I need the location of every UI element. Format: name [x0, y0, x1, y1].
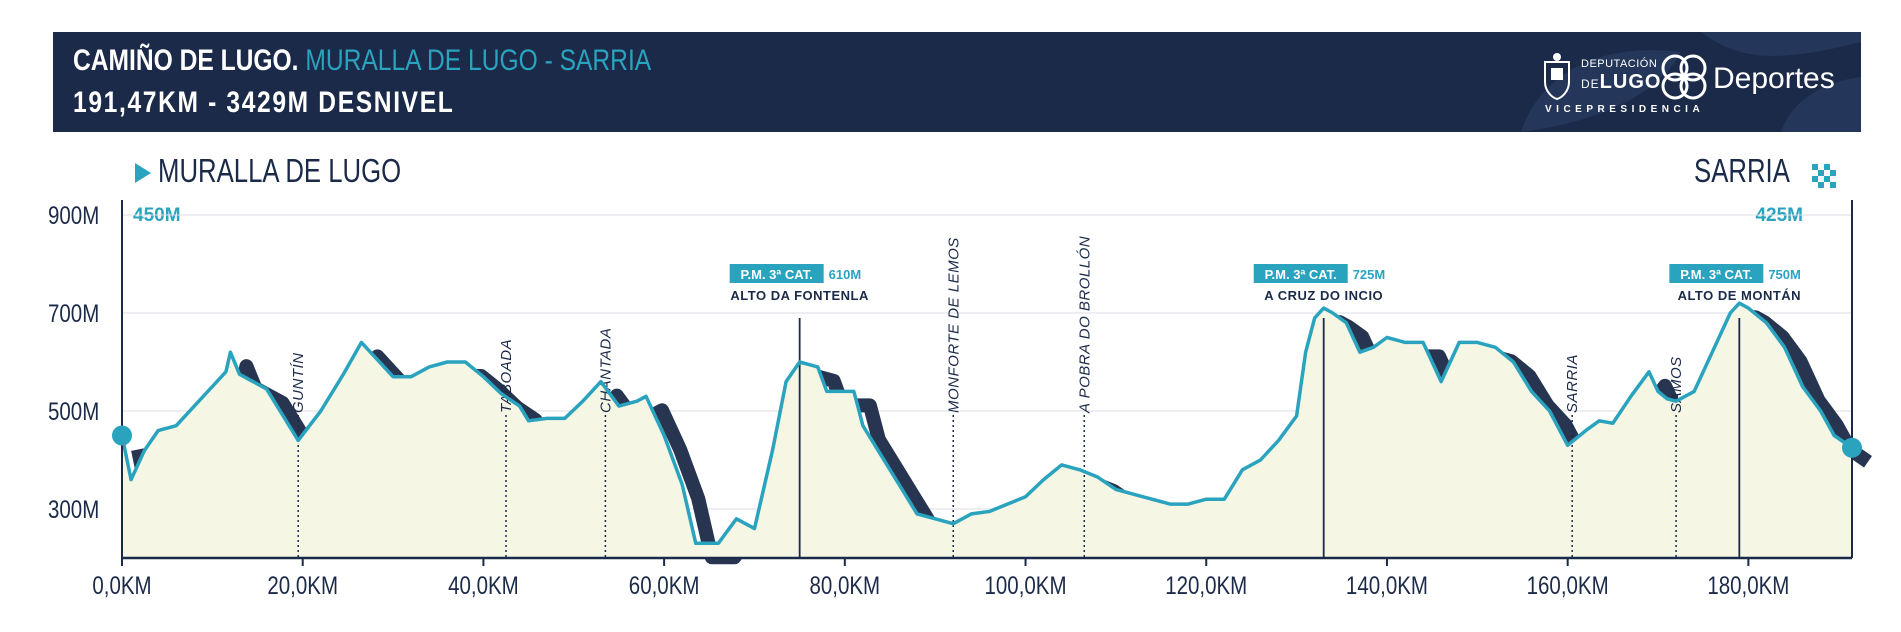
y-tick-label: 700M [48, 299, 99, 327]
town-label: SARRIA [1564, 354, 1581, 413]
profile-line [120, 301, 1853, 546]
climb-altitude: 725M [1353, 267, 1386, 282]
rings-icon [1661, 54, 1707, 100]
route-summary: 191,47KM - 3429M DESNIVEL [73, 86, 455, 119]
climb-label: P.M. 3ª CAT. 610M ALTO DA FONTENLA [729, 264, 869, 303]
town-label: A POBRA DO BROLLÓN [1076, 236, 1093, 414]
logo-line2: DELUGO [1581, 71, 1662, 93]
logo-brand: Deportes [1713, 62, 1835, 95]
town-label: GUNTÍN [290, 353, 307, 414]
title-main: CAMIÑO DE LUGO. [73, 44, 299, 77]
crest-icon [1544, 53, 1570, 100]
finish-flag-icon [1812, 164, 1836, 188]
x-tick-label: 160,0KM [1527, 571, 1609, 599]
x-tick-label: 140,0KM [1346, 571, 1428, 599]
profile-area [122, 303, 1852, 558]
climb-label: P.M. 3ª CAT. 750M ALTO DE MONTÁN [1669, 264, 1801, 303]
y-tick-label: 900M [48, 201, 99, 229]
end-name: SARRIA [1694, 152, 1790, 189]
title-route: MURALLA DE LUGO - SARRIA [305, 44, 652, 77]
x-tick-label: 100,0KM [985, 571, 1067, 599]
route-title: CAMIÑO DE LUGO. MURALLA DE LUGO - SARRIA [73, 44, 651, 78]
x-tick-label: 180,0KM [1707, 571, 1789, 599]
climb-altitude: 610M [829, 267, 862, 282]
climb-label: P.M. 3ª CAT. 725M A CRUZ DO INCIO [1253, 264, 1386, 303]
x-tick-label: 20,0KM [267, 571, 338, 599]
climb-category: P.M. 3ª CAT. [1680, 267, 1752, 282]
town-label: CHANTADA [597, 328, 614, 413]
climb-category-badge [1669, 264, 1764, 283]
logo-line1: DEPUTACIÓN [1581, 58, 1658, 70]
town-label: SAMOS [1668, 356, 1685, 413]
logo-vice: VICEPRESIDENCIA [1545, 104, 1705, 115]
x-tick-label: 40,0KM [448, 571, 519, 599]
climb-altitude: 750M [1768, 267, 1801, 282]
x-tick-label: 120,0KM [1165, 571, 1247, 599]
climb-name: ALTO DE MONTÁN [1678, 288, 1802, 303]
leaf-decoration [1521, 32, 1861, 132]
climb-name: ALTO DA FONTENLA [730, 288, 869, 303]
start-name: MURALLA DE LUGO [158, 152, 402, 189]
y-tick-label: 300M [48, 495, 99, 523]
y-tick-label: 500M [48, 397, 99, 425]
town-label: MONFORTE DE LEMOS [945, 237, 962, 413]
climb-name: A CRUZ DO INCIO [1264, 288, 1383, 303]
x-tick-label: 80,0KM [810, 571, 881, 599]
end-point [1842, 437, 1862, 458]
header-banner: CAMIÑO DE LUGO. MURALLA DE LUGO - SARRIA… [53, 32, 1861, 132]
deputacion-logo: DEPUTACIÓN DELUGO Deportes VICEPRESIDENC… [1541, 42, 1841, 122]
start-arrow-icon [135, 163, 151, 183]
x-tick-label: 60,0KM [629, 571, 700, 599]
x-tick-label: 0,0KM [92, 571, 151, 599]
climb-category-badge [729, 264, 824, 283]
climb-category: P.M. 3ª CAT. [741, 267, 813, 282]
climb-category-badge [1253, 264, 1348, 283]
start-point [112, 425, 132, 446]
climb-category: P.M. 3ª CAT. [1265, 267, 1337, 282]
